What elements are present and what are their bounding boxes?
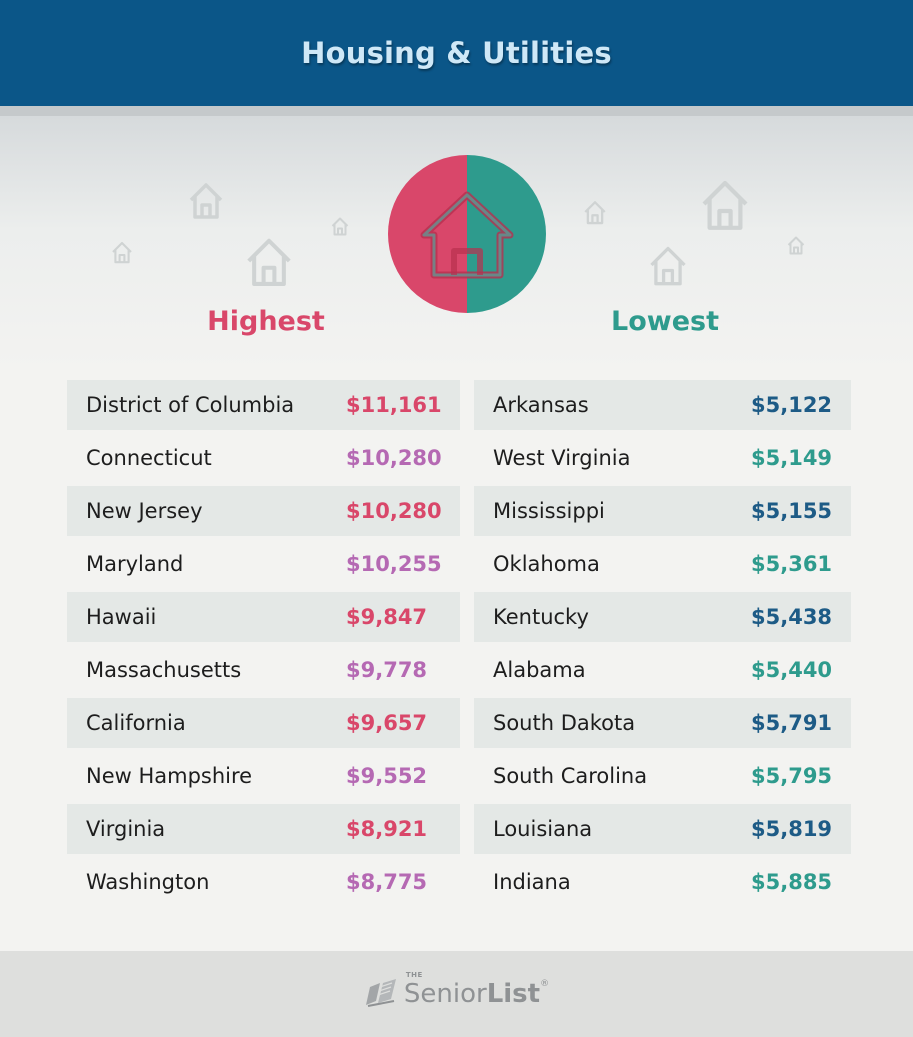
table-row: Mississippi $5,155	[474, 486, 851, 536]
state-name: Mississippi	[493, 499, 605, 523]
half-circle-badge	[388, 155, 546, 313]
state-name: South Carolina	[493, 764, 648, 788]
state-name: Oklahoma	[493, 552, 600, 576]
cost-value: $10,280	[346, 446, 442, 470]
header-divider	[0, 106, 913, 116]
table-row: Connecticut $10,280	[67, 433, 460, 483]
table-row: Kentucky $5,438	[474, 592, 851, 642]
house-icon	[646, 243, 690, 287]
house-icon	[186, 180, 226, 220]
state-name: Connecticut	[86, 446, 212, 470]
table-row: Alabama $5,440	[474, 645, 851, 695]
state-name: Massachusetts	[86, 658, 242, 682]
table-row: Oklahoma $5,361	[474, 539, 851, 589]
table-row: New Hampshire $9,552	[67, 751, 460, 801]
cost-value: $5,361	[751, 552, 833, 576]
logo-list: List	[486, 979, 541, 1009]
table-row: Hawaii $9,847	[67, 592, 460, 642]
lowest-table: Arkansas $5,122 West Virginia $5,149 Mis…	[474, 380, 851, 910]
state-name: District of Columbia	[86, 393, 295, 417]
cost-value: $8,775	[346, 870, 428, 894]
cost-value: $9,657	[346, 711, 428, 735]
logo-the: THE	[405, 971, 423, 979]
state-name: West Virginia	[493, 446, 631, 470]
cost-value: $8,921	[346, 817, 428, 841]
state-name: Indiana	[493, 870, 571, 894]
table-row: Arkansas $5,122	[474, 380, 851, 430]
cost-value: $9,552	[346, 764, 428, 788]
senior-list-logo[interactable]: THE SeniorList®	[364, 971, 550, 1011]
state-name: Kentucky	[493, 605, 589, 629]
footer: THE SeniorList®	[0, 951, 913, 1037]
cost-value: $10,280	[346, 499, 442, 523]
state-name: Hawaii	[86, 605, 157, 629]
cost-value: $5,791	[751, 711, 833, 735]
cost-value: $5,438	[751, 605, 833, 629]
table-row: Louisiana $5,819	[474, 804, 851, 854]
state-name: Maryland	[86, 552, 184, 576]
state-name: New Jersey	[86, 499, 203, 523]
table-row: California $9,657	[67, 698, 460, 748]
cost-value: $5,149	[751, 446, 833, 470]
house-icon	[582, 199, 608, 225]
table-row: Indiana $5,885	[474, 857, 851, 907]
state-name: Alabama	[493, 658, 586, 682]
state-name: South Dakota	[493, 711, 636, 735]
house-icon	[330, 216, 350, 236]
logo-wordmark: THE SeniorList®	[403, 971, 550, 1009]
table-row: New Jersey $10,280	[67, 486, 460, 536]
state-name: Louisiana	[493, 817, 593, 841]
logo-trademark: ®	[540, 979, 550, 989]
lowest-heading: Lowest	[611, 306, 719, 337]
cost-value: $11,161	[346, 393, 442, 417]
highest-heading: Highest	[207, 306, 325, 337]
house-icon	[242, 234, 296, 288]
house-icon	[420, 191, 514, 279]
page-title: Housing & Utilities	[301, 36, 612, 70]
house-icon	[697, 176, 753, 232]
state-name: Washington	[86, 870, 210, 894]
table-row: South Dakota $5,791	[474, 698, 851, 748]
table-row: Maryland $10,255	[67, 539, 460, 589]
cost-value: $5,155	[751, 499, 833, 523]
table-row: Massachusetts $9,778	[67, 645, 460, 695]
table-row: Washington $8,775	[67, 857, 460, 907]
table-row: West Virginia $5,149	[474, 433, 851, 483]
house-icon	[110, 240, 134, 264]
state-name: Arkansas	[493, 393, 589, 417]
state-name: New Hampshire	[86, 764, 253, 788]
cost-value: $9,778	[346, 658, 428, 682]
house-icon	[786, 235, 806, 255]
table-row: South Carolina $5,795	[474, 751, 851, 801]
highest-table: District of Columbia $11,161 Connecticut…	[67, 380, 460, 910]
cost-value: $5,795	[751, 764, 833, 788]
logo-senior: Senior	[403, 979, 487, 1009]
header-banner: Housing & Utilities	[0, 0, 913, 106]
cost-value: $10,255	[346, 552, 442, 576]
cost-value: $9,847	[346, 605, 428, 629]
cost-value: $5,885	[751, 870, 833, 894]
cost-value: $5,819	[751, 817, 833, 841]
state-name: Virginia	[86, 817, 166, 841]
cost-value: $5,440	[751, 658, 833, 682]
state-name: California	[86, 711, 186, 735]
table-row: Virginia $8,921	[67, 804, 460, 854]
cost-value: $5,122	[751, 393, 833, 417]
table-row: District of Columbia $11,161	[67, 380, 460, 430]
book-logo-icon	[364, 977, 398, 1011]
